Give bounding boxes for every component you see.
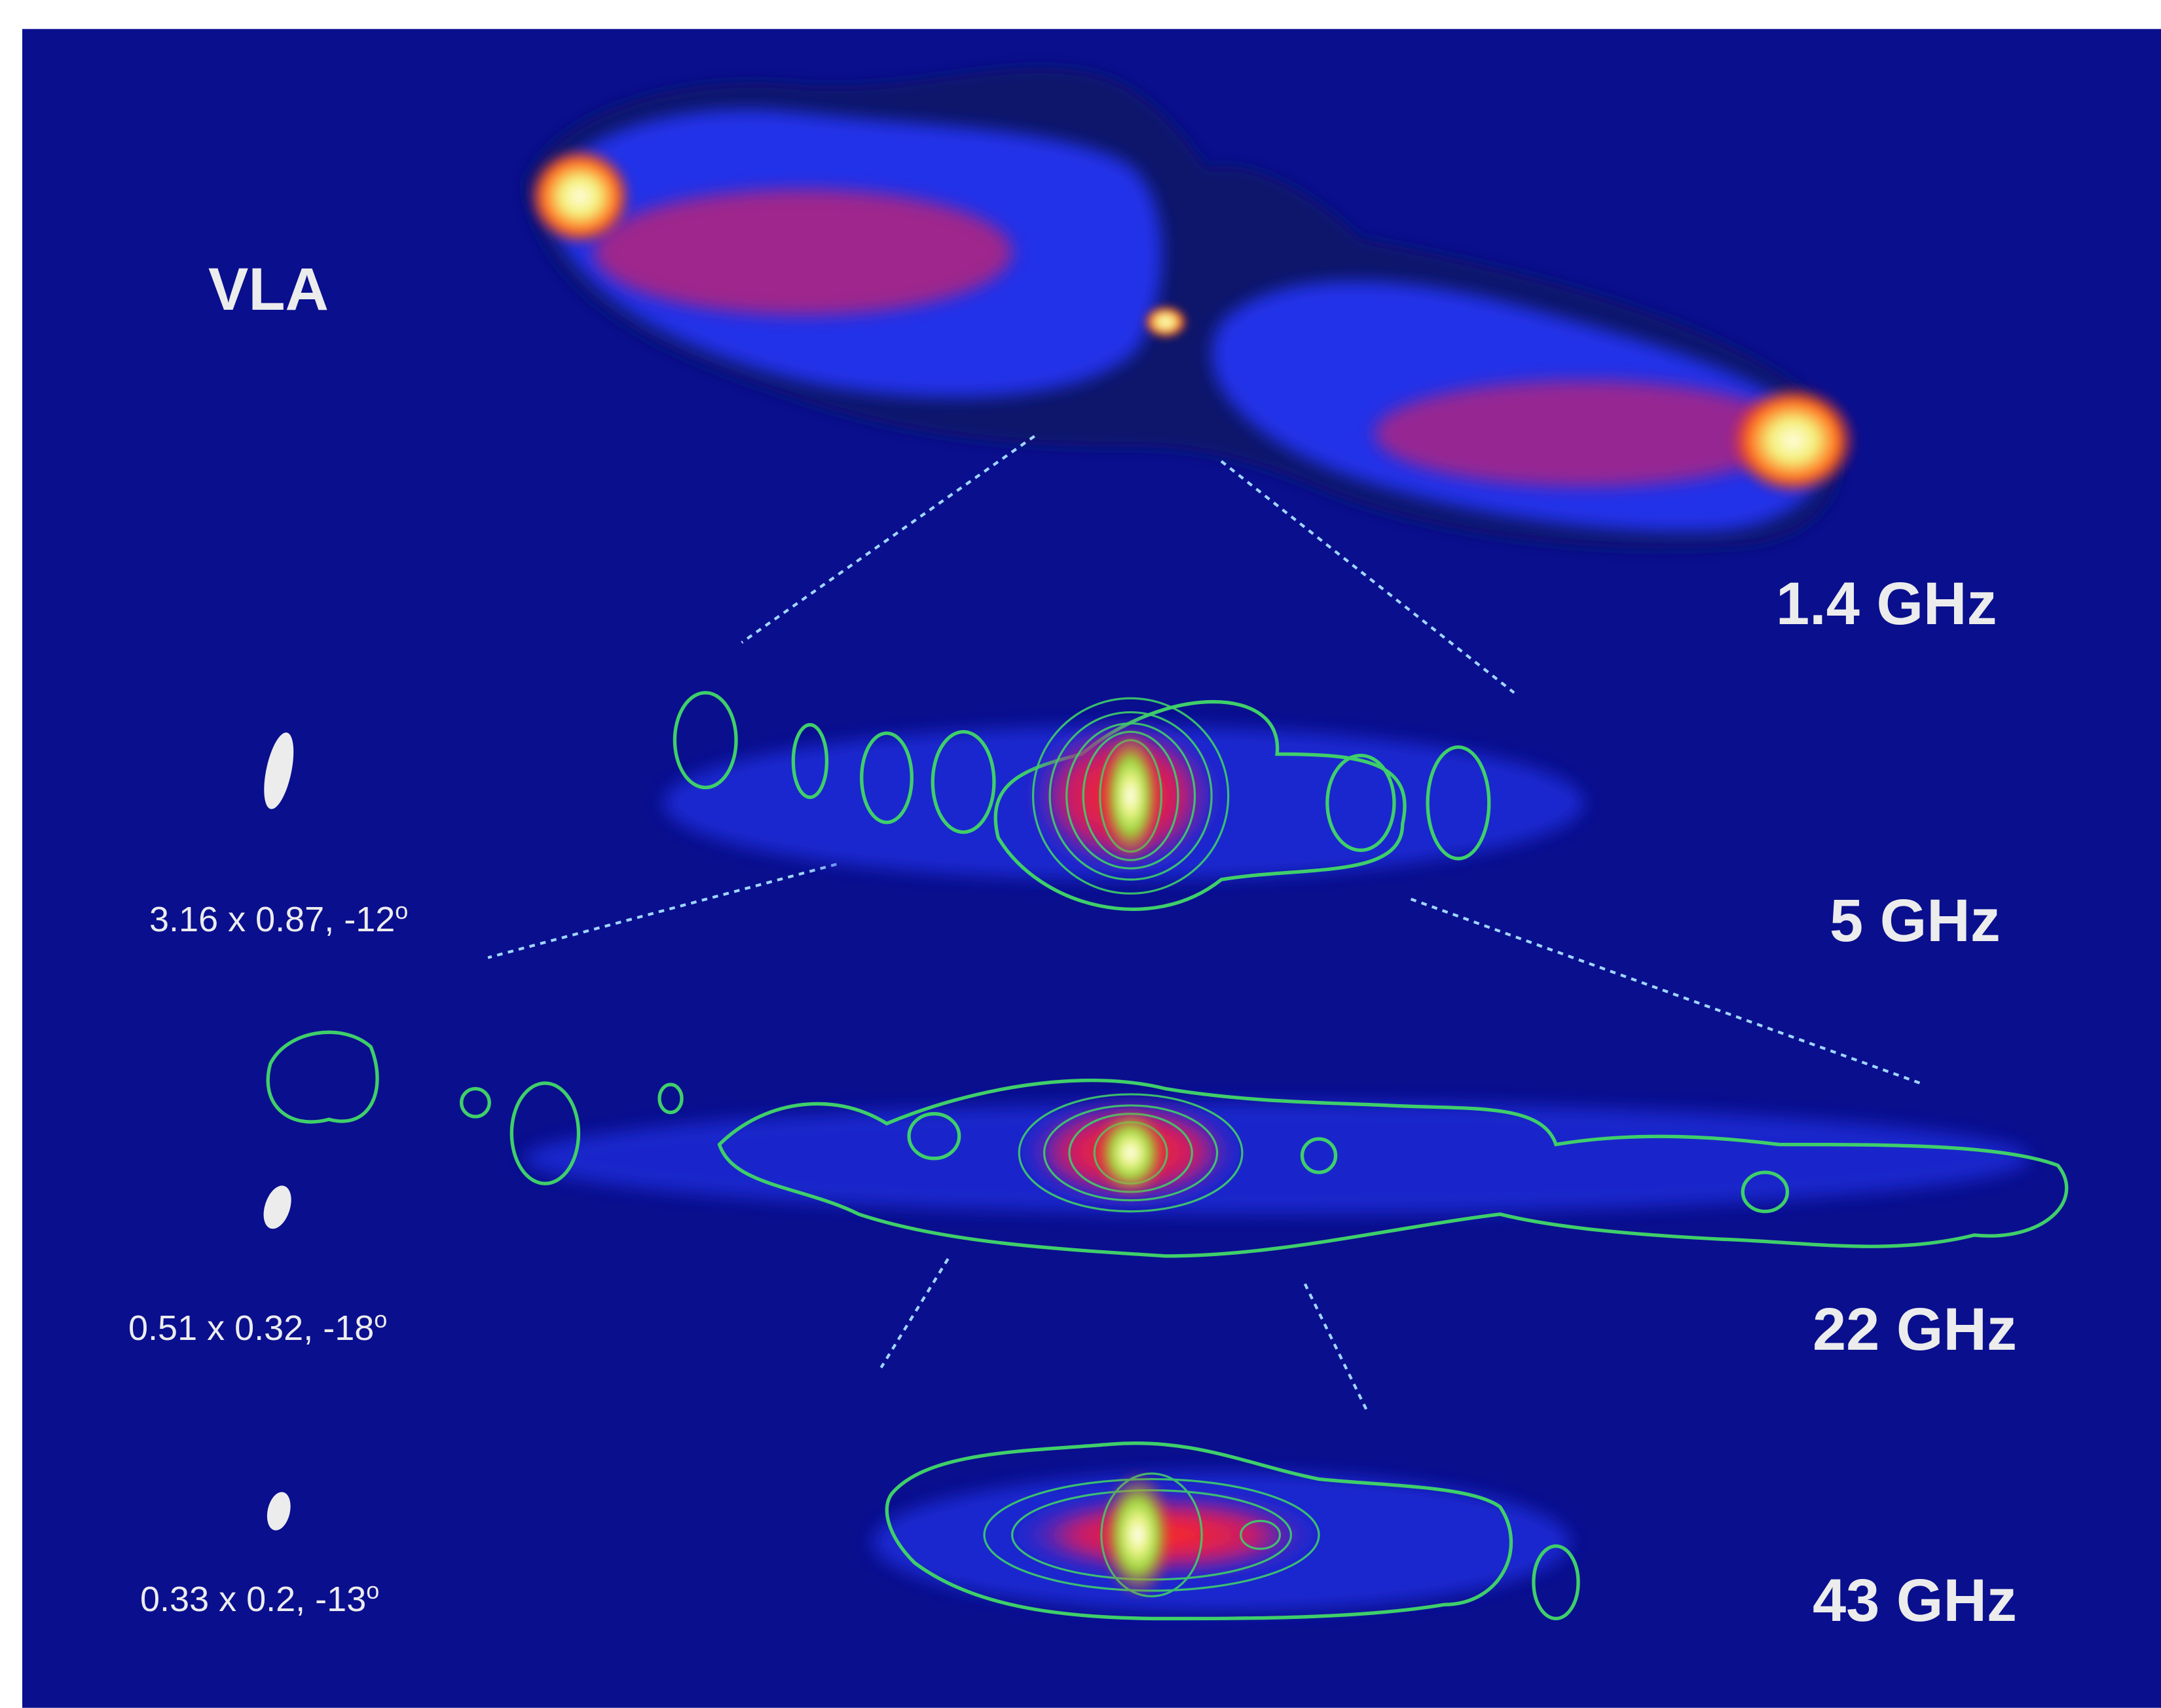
vla-left-lobe-emission — [593, 189, 1012, 315]
contour-22ghz-blob-1 — [266, 1030, 379, 1124]
beam-5ghz-icon — [264, 732, 294, 809]
contour-43ghz-knot-right — [1532, 1544, 1580, 1621]
contour-43ghz-outer — [885, 1441, 1513, 1621]
core-5ghz — [1099, 729, 1162, 863]
beam-43ghz-icon — [267, 1492, 291, 1531]
contour-5ghz-knot-4 — [931, 730, 996, 834]
zoom-line-2r — [1410, 897, 1925, 1086]
contour-22ghz-knot-mid — [1300, 1137, 1338, 1174]
contour-22ghz-knot-left — [907, 1112, 961, 1160]
map-22ghz — [266, 1030, 2069, 1258]
beam-shapes — [263, 732, 294, 1531]
contour-5ghz-knot-3 — [860, 731, 914, 825]
vla-1-4ghz-map — [524, 67, 1857, 549]
contour-5ghz-knot-6 — [1426, 745, 1491, 861]
zoom-guide-lines — [487, 435, 1925, 1411]
contour-22ghz-blob-4 — [657, 1083, 684, 1115]
map-43ghz — [872, 1441, 1580, 1621]
contour-22ghz-blob-3 — [509, 1081, 581, 1185]
freq-label-5ghz: 5 GHz — [1830, 887, 2001, 954]
contour-5ghz-knot-1 — [673, 691, 738, 790]
contour-22ghz-blob-2 — [459, 1086, 491, 1119]
vla-left-hotspot — [526, 146, 633, 247]
zoom-line-1l — [741, 435, 1035, 644]
vla-right-hotspot — [1728, 384, 1857, 496]
contour-5ghz-outer — [993, 699, 1407, 911]
radio-jet-figure — [22, 29, 2161, 1708]
zoom-line-3r — [1303, 1283, 1368, 1411]
vla-core — [1143, 305, 1188, 339]
beam-label-5ghz: 3.16 x 0.87, -12o — [149, 897, 409, 939]
beam-label-22ghz: 0.51 x 0.32, -18o — [128, 1306, 388, 1348]
zoom-line-2l — [487, 863, 837, 959]
core-22ghz — [1094, 1108, 1167, 1198]
freq-label-43ghz: 43 GHz — [1813, 1567, 2017, 1634]
instrument-label: VLA — [208, 256, 329, 323]
beam-22ghz-icon — [263, 1185, 291, 1229]
contour-22ghz-knot-right — [1741, 1170, 1790, 1214]
beam-label-43ghz: 0.33 x 0.2, -13o — [140, 1577, 380, 1619]
contour-22ghz-outer — [717, 1078, 2069, 1258]
contour-5ghz-knot-5 — [1325, 753, 1396, 852]
freq-label-22ghz: 22 GHz — [1813, 1296, 2017, 1363]
jet-22ghz-diffuse — [524, 1102, 2030, 1215]
core-43ghz — [1101, 1470, 1174, 1599]
map-5ghz — [663, 691, 1584, 911]
contour-5ghz-knot-2 — [791, 723, 829, 800]
vla-right-lobe-emission — [1375, 380, 1793, 487]
freq-label-1-4ghz: 1.4 GHz — [1776, 570, 1997, 637]
